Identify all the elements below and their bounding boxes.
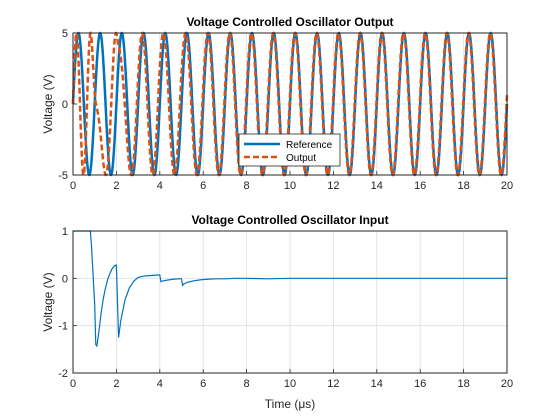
output-plot-xtick-label: 14: [371, 180, 383, 192]
input-plot-grid: [73, 231, 507, 373]
input-plot-xtick-label: 10: [284, 378, 296, 390]
output-plot-series: [71, 31, 509, 178]
input-plot-xtick-label: 2: [113, 378, 119, 390]
output-plot-xtick-label: 6: [200, 180, 206, 192]
output-series-line: [71, 31, 509, 178]
output-plot-xtick-label: 8: [244, 180, 250, 192]
input-plot-xtick-label: 0: [70, 378, 76, 390]
output-plot-xtick-label: 2: [113, 180, 119, 192]
input-plot-ylabel: Voltage (V): [41, 272, 55, 331]
input-plot-xtick-label: 12: [327, 378, 339, 390]
output-plot-ytick-label: 0: [62, 99, 68, 111]
input-plot-xtick-label: 6: [200, 378, 206, 390]
input-plot: Voltage Controlled Oscillator Input 0 2 4 6…: [41, 213, 513, 411]
legend-reference-label: Reference: [286, 140, 333, 151]
output-plot-legend: Reference Output: [238, 133, 341, 167]
output-plot-xtick-label: 16: [414, 180, 426, 192]
output-plot-ytick-label: 5: [62, 28, 68, 40]
input-plot-xtick-label: 18: [457, 378, 469, 390]
input-plot-ytick-label: 0: [62, 273, 68, 285]
output-plot-ylabel: Voltage (V): [41, 74, 55, 133]
input-plot-series: [73, 230, 507, 348]
input-plot-ytick-label: -1: [58, 321, 68, 333]
legend-output-label: Output: [286, 153, 316, 164]
input-plot-title: Voltage Controlled Oscillator Input: [191, 213, 388, 227]
output-plot-title: Voltage Controlled Oscillator Output: [186, 15, 393, 29]
output-plot-xtick-label: 12: [327, 180, 339, 192]
output-plot-xtick-label: 4: [157, 180, 163, 192]
input-plot-xlabel: Time (μs): [265, 397, 315, 411]
output-plot: Voltage Controlled Oscillator Output 0 2 4…: [41, 15, 513, 192]
input-plot-xtick-label: 8: [244, 378, 250, 390]
input-plot-ytick-label: 1: [62, 226, 68, 238]
input-plot-xtick-label: 4: [157, 378, 163, 390]
output-plot-xtick-label: 18: [457, 180, 469, 192]
input-plot-xtick-label: 16: [414, 378, 426, 390]
output-plot-xtick-label: 0: [70, 180, 76, 192]
input-plot-xtick-label: 14: [371, 378, 383, 390]
input-plot-ticks: 0 2 4 6 8 10 12 14 16 18 20 -2 -1 0 1: [58, 226, 513, 390]
output-plot-xtick-label: 10: [284, 180, 296, 192]
input-series-line: [73, 230, 507, 348]
output-plot-ytick-label: -5: [58, 170, 68, 182]
input-plot-xtick-label: 20: [501, 378, 513, 390]
output-plot-xtick-label: 20: [501, 180, 513, 192]
output-plot-ticks: 0 2 4 6 8 10 12 14 16 18 20-505: [58, 28, 513, 192]
input-plot-ytick-label: -2: [58, 368, 68, 380]
